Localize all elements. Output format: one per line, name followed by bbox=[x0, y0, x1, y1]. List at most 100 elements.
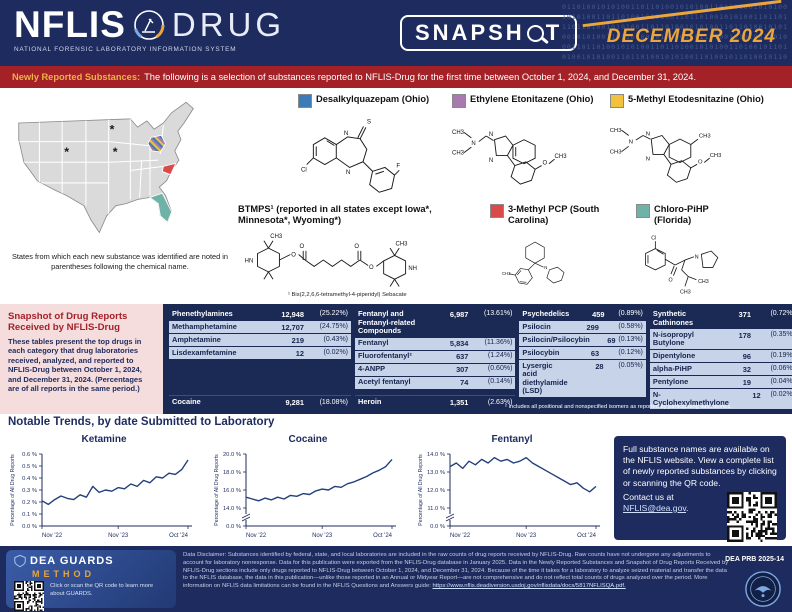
report-percent: (0.19%) bbox=[770, 351, 792, 359]
legend-label: Ethylene Etonitazene (Ohio) bbox=[470, 94, 594, 104]
report-count: 63 bbox=[590, 348, 600, 358]
svg-text:O: O bbox=[543, 161, 548, 167]
drug-name: Fluorofentanyl² bbox=[358, 351, 412, 361]
ketamine-line-chart: 0.0 % 0.1 % 0.2 % 0.3 % 0.4 % 0.5 % 0.6 % Nov '… bbox=[10, 452, 192, 539]
drug-name: Lysergic acid diethylamide (LSD) bbox=[522, 360, 568, 396]
nflis-emblem-icon bbox=[133, 9, 165, 40]
svg-text:*: * bbox=[64, 145, 69, 159]
report-percent: (2.63%) bbox=[487, 399, 513, 407]
svg-text:CH3: CH3 bbox=[452, 130, 465, 136]
legend-ethylene-etonitazene: Ethylene Etonitazene (Ohio) bbox=[452, 94, 593, 108]
state-ohio bbox=[147, 134, 166, 153]
category-rows: Fentanyl 5,834 (11.36%) Fluorofentanyl² 637 (… bbox=[355, 337, 516, 389]
guards-subtitle: METHOD bbox=[32, 569, 95, 579]
report-percent: (0.05%) bbox=[618, 361, 643, 369]
chart-title: Ketamine bbox=[81, 434, 127, 445]
legend-desalkylquazepam: Desalkylquazepam (Ohio) bbox=[298, 94, 429, 108]
svg-text:0.3 %: 0.3 % bbox=[22, 488, 37, 494]
drug-row: N-Cyclohexylmethylone 12 (0.02%) bbox=[649, 389, 792, 410]
drug-row: Fluorofentanyl² 637 (1.24%) bbox=[355, 350, 516, 363]
newly-reported-section: * * * States from which each new substan… bbox=[0, 88, 792, 304]
report-count: 12 bbox=[295, 348, 304, 358]
svg-text:0.0 %: 0.0 % bbox=[22, 524, 37, 530]
svg-text:CH3: CH3 bbox=[710, 153, 722, 159]
drug-name: Acetyl fentanyl bbox=[358, 377, 411, 387]
data-disclaimer: Data Disclaimer: Substances identified b… bbox=[183, 552, 729, 591]
svg-text:CH3: CH3 bbox=[555, 154, 568, 160]
trends-title: Notable Trends, by date Submitted to Lab… bbox=[8, 416, 275, 428]
nflis-email-link[interactable]: NFLIS@dea.gov bbox=[623, 502, 687, 513]
newly-reported-banner: Newly Reported Substances: The following… bbox=[0, 66, 792, 88]
guards-qr-code[interactable] bbox=[14, 581, 44, 611]
legend-5-methyl-etodesnitazine: 5-Methyl Etodesnitazine (Ohio) bbox=[610, 94, 764, 108]
svg-text:O: O bbox=[369, 265, 374, 271]
category-total-row: Heroin 1,351 (2.63%) bbox=[355, 395, 516, 409]
category-rows: Psilocin 299 (0.58%) Psilocin/Psilocybin 69(… bbox=[519, 321, 646, 398]
drug-category-group-2: Psychedelics 459 (0.89%) Psilocin 299 (0.58%)… bbox=[519, 309, 646, 409]
drug-name: alpha-PiHP bbox=[652, 363, 692, 373]
report-percent: (0.02%) bbox=[770, 390, 792, 398]
svg-text:0.6 %: 0.6 % bbox=[22, 452, 37, 458]
category-header: Synthetic Cathinones 371 (0.72%) bbox=[650, 309, 792, 329]
svg-text:12.0 %: 12.0 % bbox=[427, 488, 445, 494]
category-header: Fentanyl and Fentanyl-related Compounds 6… bbox=[355, 309, 515, 338]
drug-row: Methamphetamine 12,707 (24.75%) bbox=[169, 321, 351, 333]
report-percent: (0.04%) bbox=[770, 377, 792, 385]
svg-text:16.0 %: 16.0 % bbox=[223, 488, 241, 494]
svg-text:Oct '24: Oct '24 bbox=[169, 533, 188, 539]
nflis-subtitle: NATIONAL FORENSIC LABORATORY INFORMATION… bbox=[14, 46, 237, 53]
shield-icon bbox=[14, 554, 26, 568]
snapshot-sidebar-text: These tables present the top drugs in ea… bbox=[8, 337, 143, 393]
legend-label: 3-Methyl PCP (South Carolina) bbox=[508, 204, 600, 226]
drug-name: Heroin bbox=[358, 397, 382, 407]
svg-text:Nov '23: Nov '23 bbox=[312, 533, 333, 539]
drug-name: Psilocybin bbox=[522, 347, 560, 357]
drug-name: 4-ANPP bbox=[358, 364, 386, 374]
drug-category-group-1: Fentanyl and Fentanyl-related Compounds 6… bbox=[355, 309, 516, 409]
svg-text:0.0 %: 0.0 % bbox=[226, 524, 241, 530]
svg-text:Percentage of All Drug Reports: Percentage of All Drug Reports bbox=[214, 454, 220, 526]
disclaimer-text: Data Disclaimer: Substances identified b… bbox=[183, 552, 729, 590]
report-count: 19 bbox=[742, 377, 751, 387]
ketamine-chart: Ketamine 0.0 % 0.1 % 0.2 % 0.3 % 0.4 % 0.5 % 0… bbox=[8, 434, 200, 542]
svg-text:0.2 %: 0.2 % bbox=[22, 500, 37, 506]
drug-name: Psilocin/Psilocybin bbox=[522, 334, 590, 344]
isomer-footnote: ² Includes all positional and nonspecifi… bbox=[505, 404, 732, 410]
report-count: 371 bbox=[738, 310, 751, 319]
svg-text:CH3: CH3 bbox=[502, 271, 511, 276]
substances-qr-code[interactable] bbox=[727, 491, 777, 542]
snapshot-sidebar: Snapshot of Drug Reports Received by NFL… bbox=[0, 304, 163, 414]
drug-row: Psilocin/Psilocybin 69 (0.13%) bbox=[519, 334, 646, 346]
report-count: 12,948 bbox=[281, 310, 304, 319]
state-florida bbox=[149, 192, 173, 223]
svg-text:CH3: CH3 bbox=[698, 279, 709, 285]
ethylene-etonitazene-structure-icon: CH3 CH3 N N N O CH3 bbox=[452, 130, 568, 185]
svg-text:NH: NH bbox=[408, 266, 417, 272]
svg-text:Nov '23: Nov '23 bbox=[108, 533, 129, 539]
map-caption: States from which each new substance was… bbox=[11, 252, 229, 271]
report-count: 307 bbox=[456, 365, 469, 375]
svg-text:18.0 %: 18.0 % bbox=[223, 470, 241, 476]
svg-text:N: N bbox=[489, 158, 493, 164]
svg-text:O: O bbox=[300, 244, 305, 250]
svg-text:Nov '22: Nov '22 bbox=[450, 533, 471, 539]
report-count: 12 bbox=[752, 390, 761, 400]
drug-row: Lisdexamfetamine 12 (0.02%) bbox=[169, 347, 351, 359]
report-percent: (0.02%) bbox=[323, 348, 348, 356]
contact-suffix: . bbox=[686, 502, 689, 513]
report-percent: (1.24%) bbox=[487, 352, 513, 360]
drug-row: Lysergic acid diethylamide (LSD) 28 (0.05%… bbox=[519, 360, 646, 398]
drug-name: Psilocin bbox=[522, 321, 551, 331]
color-swatch-yellow bbox=[610, 94, 624, 108]
svg-text:N: N bbox=[471, 141, 475, 147]
drug-wordmark: DRUG bbox=[171, 6, 286, 43]
guards-title: DEA GUARDS bbox=[30, 555, 114, 567]
svg-text:*: * bbox=[113, 145, 118, 159]
color-swatch-red bbox=[490, 204, 504, 218]
drug-row: Pentylone 19 (0.04%) bbox=[649, 376, 792, 389]
legend-chloro-pihp: Chloro-PiHP (Florida) bbox=[636, 204, 746, 226]
disclaimer-link[interactable]: https://www.nflis.deadiversion.usdoj.gov… bbox=[432, 583, 626, 590]
category-rows: N-isopropyl Butylone 178 (0.35%) Dipentylon… bbox=[649, 329, 792, 410]
svg-text:N: N bbox=[695, 254, 699, 260]
